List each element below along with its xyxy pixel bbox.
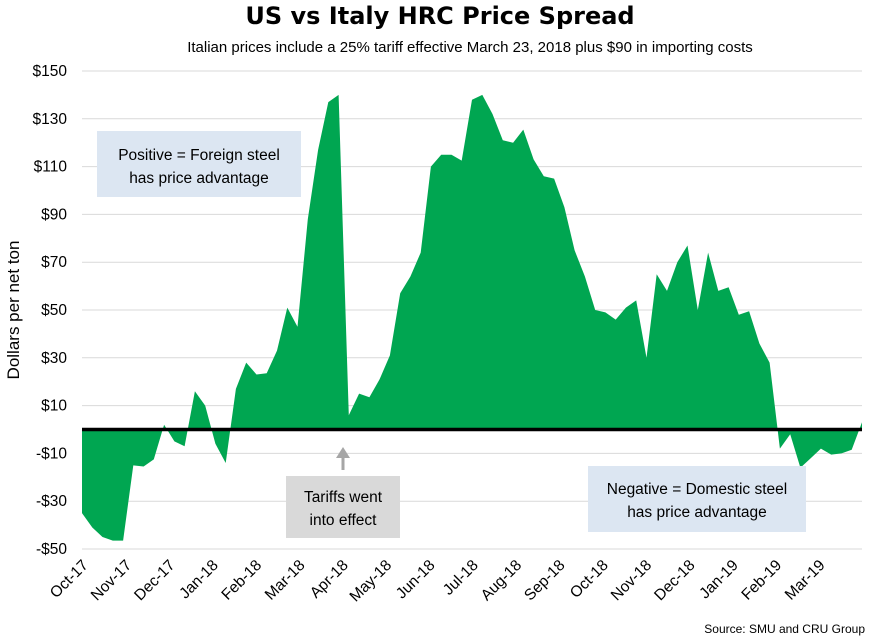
x-tick-label: Oct-18 <box>567 557 612 602</box>
x-tick-label: Feb-19 <box>738 557 785 604</box>
negative-annotation: Negative = Domestic steel has price adva… <box>588 466 806 532</box>
y-tick-label: $10 <box>41 398 67 415</box>
x-tick-label: Dec-18 <box>651 557 698 604</box>
tariff-note-box <box>286 476 400 538</box>
y-tick-label: $90 <box>41 206 67 223</box>
x-tick-label: Mar-18 <box>262 557 309 604</box>
x-tick-label: Oct-17 <box>47 557 92 602</box>
y-tick-label: $130 <box>33 111 68 128</box>
positive-annotation: Positive = Foreign steel has price advan… <box>97 131 301 197</box>
y-tick-label: $30 <box>41 350 67 367</box>
x-axis-ticks: Oct-17Nov-17Dec-17Jan-18Feb-18Mar-18Apr-… <box>47 557 829 606</box>
y-tick-label: -$30 <box>36 493 67 510</box>
x-tick-label: Jul-18 <box>440 557 482 599</box>
x-tick-label: Jun-18 <box>393 557 439 603</box>
y-tick-label: $50 <box>41 302 67 319</box>
y-axis-label: Dollars per net ton <box>4 241 23 380</box>
x-tick-label: Nov-17 <box>88 557 135 604</box>
x-tick-label: Mar-19 <box>782 557 829 604</box>
y-tick-label: $110 <box>34 159 68 176</box>
negative-note-box <box>588 466 806 532</box>
y-tick-label: $150 <box>33 63 68 80</box>
source-note: Source: SMU and CRU Group <box>704 622 865 636</box>
positive-note-box <box>97 131 301 197</box>
positive-note-line-2: has price advantage <box>129 170 269 187</box>
x-tick-label: May-18 <box>347 557 396 606</box>
chart-title: US vs Italy HRC Price Spread <box>245 2 634 30</box>
x-tick-label: Jan-19 <box>696 557 742 603</box>
positive-note-line-1: Positive = Foreign steel <box>118 147 280 164</box>
x-tick-label: Aug-18 <box>478 557 525 604</box>
y-axis-ticks: -$50 -$30 -$10 $10 $30 $50 $70 $90 $110 $130 $150 <box>33 63 68 558</box>
y-tick-label: -$50 <box>36 541 67 558</box>
negative-note-line-2: has price advantage <box>627 504 767 521</box>
chart-subtitle: Italian prices include a 25% tariff effe… <box>187 39 753 56</box>
tariff-arrow-icon <box>336 447 350 458</box>
y-tick-label: $70 <box>41 254 67 271</box>
x-tick-label: Jan-18 <box>176 557 222 603</box>
x-tick-label: Dec-17 <box>131 557 178 604</box>
negative-note-line-1: Negative = Domestic steel <box>607 481 787 498</box>
x-tick-label: Apr-18 <box>307 557 352 602</box>
tariff-annotation: Tariffs went into effect <box>286 447 400 538</box>
x-tick-label: Sep-18 <box>521 557 568 604</box>
tariff-note-line-1: Tariffs went <box>304 489 383 506</box>
y-tick-label: -$10 <box>36 445 67 462</box>
x-tick-label: Feb-18 <box>218 557 265 604</box>
tariff-note-line-2: into effect <box>310 512 378 529</box>
x-tick-label: Nov-18 <box>608 557 655 604</box>
